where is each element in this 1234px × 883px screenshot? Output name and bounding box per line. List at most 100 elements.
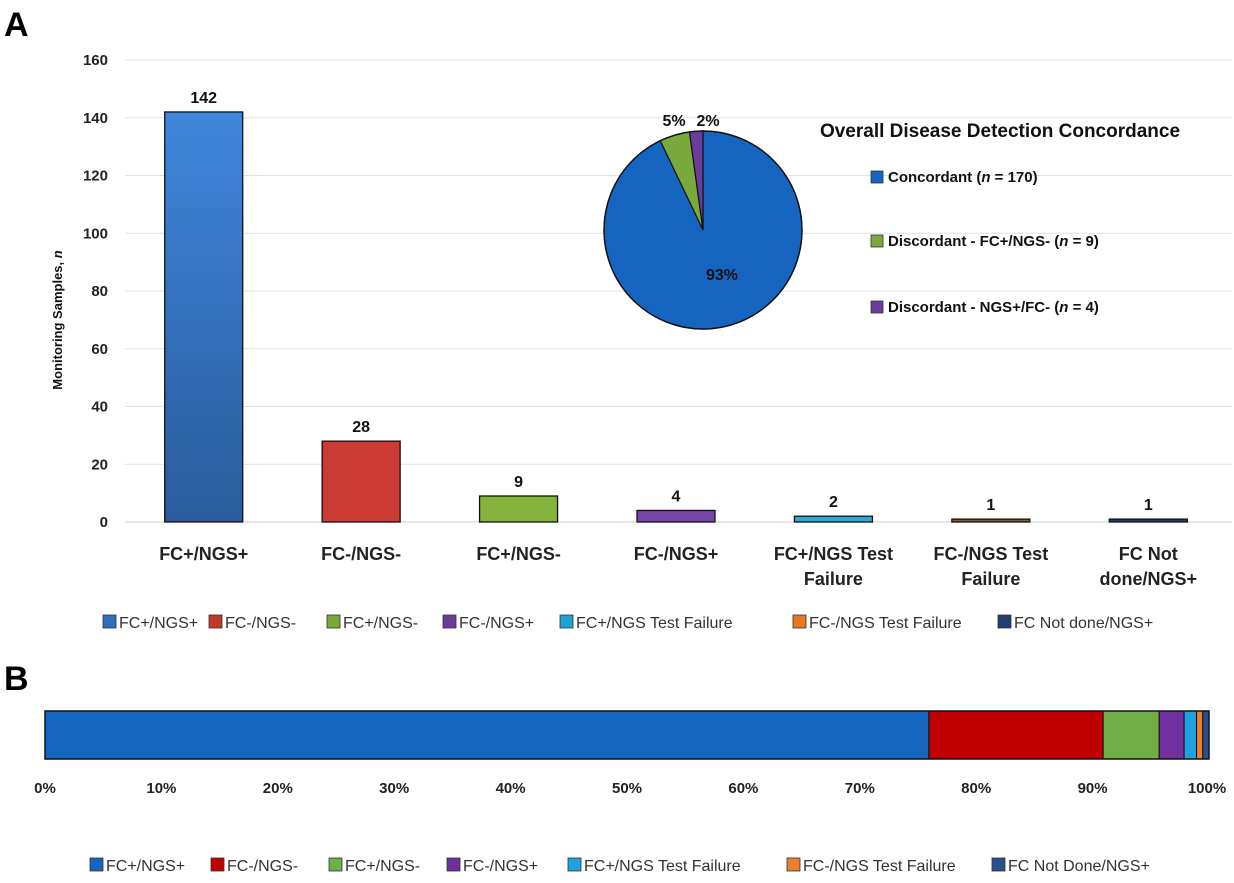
category-label-line: Failure xyxy=(804,569,863,589)
x-tick-label: 10% xyxy=(146,780,176,797)
stacked-bar-b: 0% 10% 20% 30% 40% 50% 60% 70% 80% 90% 100% FC+/NG… xyxy=(34,710,1226,875)
legend-label: FC Not done/NGS+ xyxy=(1014,615,1153,632)
pie-slices xyxy=(603,130,803,330)
legend-swatch xyxy=(559,614,574,629)
bar xyxy=(164,111,244,523)
legend-swatch xyxy=(326,614,341,629)
y-tick-label: 60 xyxy=(91,341,108,358)
pie-legend-label: Concordant (n = 170) xyxy=(888,169,1038,186)
legend-label: FC+/NGS+ xyxy=(119,615,198,632)
category-label-line: FC-/NGS- xyxy=(321,544,401,564)
text-run: n xyxy=(981,169,990,186)
pie-chart-inset: 93% 5% 2% Overall Disease Detection Concor… xyxy=(603,113,1180,330)
stacked-segments xyxy=(44,710,1210,760)
y-tick-label: 140 xyxy=(83,110,108,127)
y-tick-label: 20 xyxy=(91,456,108,473)
legend-label: FC+/NGS- xyxy=(343,615,418,632)
category-label-line: FC+/NGS Test xyxy=(774,544,893,564)
stacked-segment xyxy=(1202,710,1210,760)
category-label-line: FC Not xyxy=(1119,544,1178,564)
legend-label: FC+/NGS- xyxy=(345,858,420,875)
x-tick-label: 20% xyxy=(263,780,293,797)
y-tick-label: 80 xyxy=(91,283,108,300)
pie-legend: Concordant (n = 170) Discordant - FC+/NGS… xyxy=(870,169,1099,316)
legend-swatch xyxy=(446,857,461,872)
legend-label: FC+/NGS Test Failure xyxy=(576,615,733,632)
text-run: Discordant - NGS+/FC- ( xyxy=(888,299,1059,316)
category-label: FC-/NGS Test Failure xyxy=(934,544,1049,589)
legend-label: FC-/NGS+ xyxy=(459,615,534,632)
y-axis-label: Monitoring Samples, n xyxy=(50,250,65,389)
x-tick-label: 100% xyxy=(1188,780,1226,797)
category-label: FC Not done/NGS+ xyxy=(1100,544,1198,589)
data-label: 2 xyxy=(829,494,838,511)
stacked-segment xyxy=(928,710,1104,760)
text-run: = 170) xyxy=(991,169,1038,186)
x-tick-label: 50% xyxy=(612,780,642,797)
x-tick-label: 90% xyxy=(1078,780,1108,797)
bars xyxy=(164,111,1188,523)
y-tick-label: 40 xyxy=(91,399,108,416)
x-tick-label: 80% xyxy=(961,780,991,797)
category-label: FC-/NGS- xyxy=(321,544,401,564)
pie-legend-swatch xyxy=(870,234,884,248)
stacked-segment xyxy=(44,710,930,760)
text-run: = 9) xyxy=(1068,233,1098,250)
y-tick-labels: 0 20 40 60 80 100 120 140 160 xyxy=(83,52,108,531)
bar xyxy=(321,440,401,523)
legend-swatch xyxy=(792,614,807,629)
pie-legend-swatch xyxy=(870,170,884,184)
legend-swatch xyxy=(442,614,457,629)
bar-chart-a: 0 20 40 60 80 100 120 140 160 142 28 9 4 2 1 1 FC+/NGS… xyxy=(50,52,1232,632)
category-label: FC-/NGS+ xyxy=(634,544,719,564)
category-label-line: FC-/NGS Test xyxy=(934,544,1049,564)
category-label: FC+/NGS Test Failure xyxy=(774,544,893,589)
stacked-bar-outline xyxy=(44,710,1210,760)
x-tick-label: 70% xyxy=(845,780,875,797)
legend-label: FC Not Done/NGS+ xyxy=(1008,858,1150,875)
pie-legend-label: Discordant - NGS+/FC- (n = 4) xyxy=(888,299,1099,316)
data-label: 9 xyxy=(514,474,523,491)
legend-swatch xyxy=(208,614,223,629)
pie-pct-labels: 93% 5% 2% xyxy=(662,113,738,284)
legend-swatch xyxy=(328,857,343,872)
x-tick-label: 30% xyxy=(379,780,409,797)
legend-label: FC-/NGS Test Failure xyxy=(809,615,962,632)
pie-pct-label: 5% xyxy=(662,113,685,130)
category-label: FC+/NGS- xyxy=(476,544,561,564)
bar xyxy=(951,518,1031,523)
panel-b-letter: B xyxy=(4,660,29,698)
x-tick-label: 40% xyxy=(496,780,526,797)
pie-title: Overall Disease Detection Concordance xyxy=(820,121,1180,142)
stacked-segment xyxy=(1158,710,1185,760)
data-labels: 142 28 9 4 2 1 1 xyxy=(190,90,1152,514)
legend-label: FC+/NGS Test Failure xyxy=(584,858,741,875)
legend-label: FC-/NGS- xyxy=(225,615,296,632)
legend-swatch xyxy=(991,857,1006,872)
legend-swatch xyxy=(210,857,225,872)
x-tick-label: 0% xyxy=(34,780,56,797)
pie-legend-label: Discordant - FC+/NGS- (n = 9) xyxy=(888,233,1099,250)
text-run: n xyxy=(50,250,65,258)
category-label-line: FC+/NGS+ xyxy=(159,544,248,564)
bar xyxy=(636,509,716,523)
text-run: Concordant ( xyxy=(888,169,981,186)
pie-outline xyxy=(603,130,803,330)
bar xyxy=(478,495,559,523)
category-label: FC+/NGS+ xyxy=(159,544,248,564)
legend-swatch xyxy=(997,614,1012,629)
data-label: 1 xyxy=(986,497,995,514)
data-label: 28 xyxy=(352,419,370,436)
data-label: 142 xyxy=(190,90,217,107)
y-tick-label: 160 xyxy=(83,52,108,69)
pie-pct-label: 93% xyxy=(706,267,738,284)
y-tick-label: 100 xyxy=(83,225,108,242)
data-label: 4 xyxy=(672,488,681,505)
category-label-line: done/NGS+ xyxy=(1100,569,1198,589)
bar xyxy=(1108,518,1188,523)
bar xyxy=(793,515,874,523)
stacked-segment xyxy=(1102,710,1160,760)
category-label-line: FC+/NGS- xyxy=(476,544,561,564)
category-label-line: FC-/NGS+ xyxy=(634,544,719,564)
